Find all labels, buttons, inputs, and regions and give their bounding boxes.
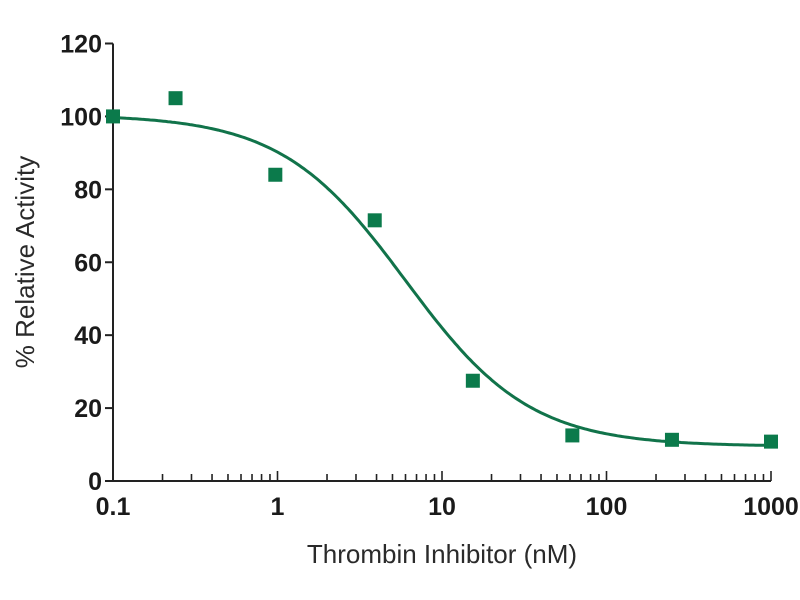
x-axis-label: Thrombin Inhibitor (nM) xyxy=(307,539,577,569)
y-tick-label: 20 xyxy=(74,395,102,423)
y-axis-label: % Relative Activity xyxy=(10,156,40,368)
x-tick-label: 1000 xyxy=(743,493,799,521)
y-tick-label: 40 xyxy=(74,322,102,350)
data-point xyxy=(664,432,679,447)
y-tick-label: 60 xyxy=(74,249,102,277)
data-point xyxy=(764,434,778,449)
data-point xyxy=(367,213,382,228)
y-tick-label: 80 xyxy=(74,176,102,204)
x-tick-labels: 0.1 1 10 100 1000 xyxy=(96,493,799,521)
data-point xyxy=(168,91,183,106)
x-tick-label: 0.1 xyxy=(96,493,131,521)
y-tick-label: 0 xyxy=(88,468,102,496)
x-tick-label: 10 xyxy=(428,493,456,521)
y-tick-labels: 0 20 40 60 80 100 120 xyxy=(60,31,102,497)
x-tick-label: 1 xyxy=(271,493,285,521)
data-points xyxy=(106,91,778,449)
data-point xyxy=(268,167,283,182)
axes xyxy=(105,42,772,482)
data-point xyxy=(565,428,580,443)
y-tick-label: 100 xyxy=(60,103,102,131)
fit-curve xyxy=(112,116,771,447)
y-tick-label: 120 xyxy=(60,31,102,59)
data-point xyxy=(106,109,120,124)
x-tick-label: 100 xyxy=(586,493,628,521)
data-point xyxy=(465,373,480,388)
